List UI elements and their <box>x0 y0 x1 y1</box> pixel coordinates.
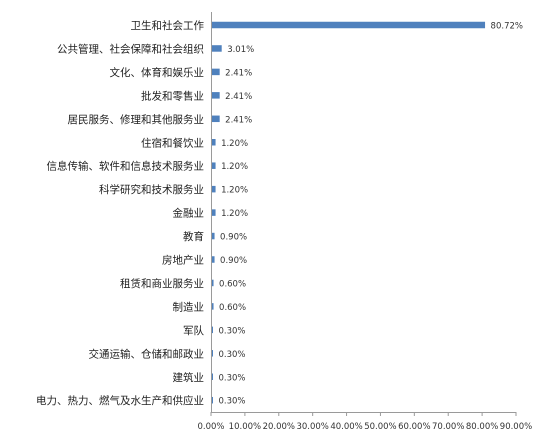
bar <box>211 68 220 76</box>
data-label: 1.20% <box>221 162 248 172</box>
data-label: 3.01% <box>227 45 254 55</box>
bar <box>211 303 214 310</box>
data-label: 1.20% <box>221 139 248 149</box>
category-label: 住宿和餐饮业 <box>141 136 204 149</box>
data-label: 1.20% <box>221 186 248 196</box>
data-label: 0.30% <box>219 350 246 360</box>
category-label: 文化、体育和娱乐业 <box>110 66 205 79</box>
data-label: 0.90% <box>220 233 247 243</box>
x-tick-label: 0.00% <box>197 422 224 432</box>
category-label: 制造业 <box>173 300 205 313</box>
bar <box>211 256 215 263</box>
x-tick-label: 20.00% <box>263 422 295 432</box>
bar <box>211 396 213 404</box>
category-label: 金融业 <box>173 207 205 220</box>
category-label: 建筑业 <box>173 371 205 384</box>
bars-group <box>211 21 486 404</box>
bar <box>211 279 214 287</box>
data-label: 0.60% <box>219 303 246 313</box>
x-tick-label: 30.00% <box>296 422 328 432</box>
data-label: 2.41% <box>225 92 252 102</box>
x-tick-label: 60.00% <box>398 422 430 432</box>
x-tick-label: 90.00% <box>500 422 532 432</box>
bar <box>211 209 216 216</box>
data-label: 0.60% <box>219 279 246 289</box>
category-labels: 卫生和社会工作公共管理、社会保障和社会组织文化、体育和娱乐业批发和零售业居民服务… <box>36 19 204 407</box>
category-label: 租赁和商业服务业 <box>120 277 204 290</box>
x-axis: 0.00% 10.00% 20.00% 30.00% 40.00% 50.00% 60.00… <box>197 12 532 432</box>
bar <box>211 115 220 123</box>
category-label: 居民服务、修理和其他服务业 <box>68 113 205 126</box>
bar <box>211 21 486 29</box>
bar <box>211 162 216 169</box>
category-label: 房地产业 <box>162 254 204 267</box>
data-label: 80.72% <box>491 22 523 32</box>
x-tick-label: 50.00% <box>364 422 396 432</box>
bar <box>211 45 222 52</box>
category-label: 卫生和社会工作 <box>131 19 205 32</box>
category-label: 科学研究和技术服务业 <box>99 183 204 196</box>
category-label: 公共管理、社会保障和社会组织 <box>57 42 204 55</box>
bar <box>211 185 216 193</box>
data-label: 0.30% <box>219 326 246 336</box>
x-tick-label: 70.00% <box>432 422 464 432</box>
data-label: 0.30% <box>219 397 246 407</box>
data-label: 2.41% <box>225 115 252 125</box>
data-labels: 80.72% 3.01% 2.41% 2.41% 2.41% 1.20% 1.20% 1.20… <box>219 22 523 407</box>
category-label: 信息传输、软件和信息技术服务业 <box>47 160 205 173</box>
category-label: 交通运输、仓储和邮政业 <box>89 347 205 360</box>
category-label: 电力、热力、燃气及水生产和供应业 <box>36 394 204 407</box>
x-tick-label: 40.00% <box>330 422 362 432</box>
category-label: 教育 <box>183 230 204 243</box>
bar <box>211 232 215 240</box>
data-label: 0.90% <box>220 256 247 266</box>
x-tick-label: 10.00% <box>229 422 261 432</box>
bar <box>211 373 213 380</box>
data-label: 0.30% <box>219 373 246 383</box>
category-label: 批发和零售业 <box>141 89 204 102</box>
category-label: 军队 <box>183 324 204 337</box>
data-label: 2.41% <box>225 68 252 78</box>
data-label: 1.20% <box>221 209 248 219</box>
x-tick-label: 80.00% <box>466 422 498 432</box>
bar <box>211 350 213 357</box>
bar <box>211 92 220 99</box>
bar <box>211 326 213 334</box>
bar <box>211 139 216 146</box>
